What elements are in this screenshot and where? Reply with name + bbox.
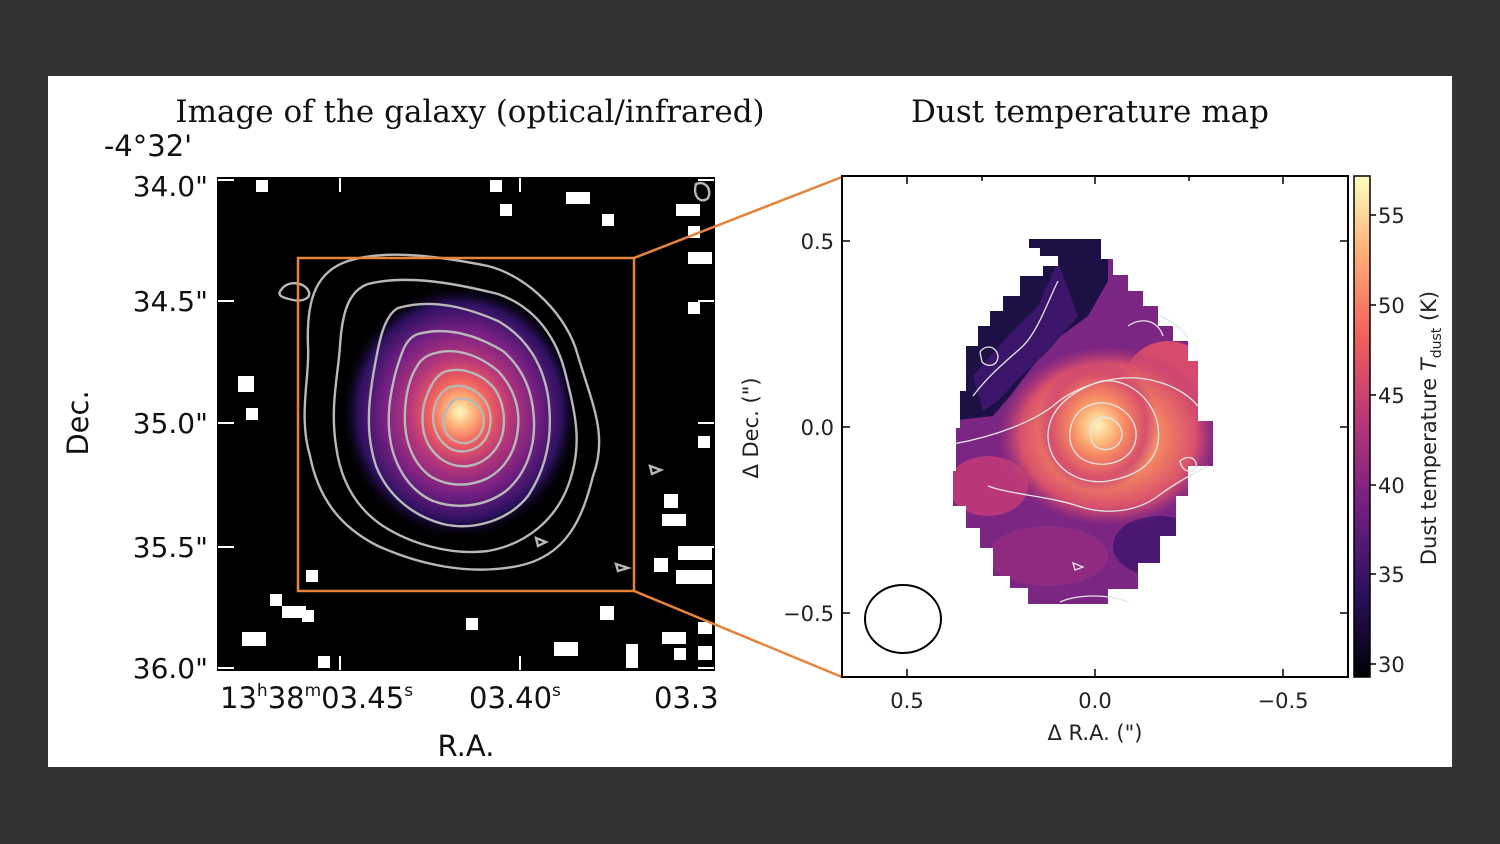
contour-3 (367, 302, 551, 528)
contour-4 (387, 330, 536, 507)
dust-contour (952, 377, 1199, 445)
left-x-tick-label-1: 13h38m03.45s (220, 681, 413, 715)
contour-6 (421, 368, 506, 468)
right-y-tick-label: 0.5 (801, 230, 834, 254)
noise-pixels (238, 180, 712, 668)
zoom-connector-bottom (633, 589, 843, 679)
dust-contour (1072, 561, 1085, 571)
right-x-tick-label: 0.5 (890, 689, 923, 713)
right-x-tick-label: 0.0 (1078, 689, 1111, 713)
contour-8 (442, 397, 485, 445)
beam-ellipse (864, 584, 942, 654)
right-x-axis-label: Δ R.A. (") (1048, 721, 1143, 745)
right-y-tick-label: 0.0 (801, 416, 834, 440)
dust-contour (972, 280, 1059, 397)
dust-contour (979, 346, 999, 367)
left-x-tick-label-2: 03.40s (469, 681, 561, 715)
colorbar-tick-label: 40 (1378, 474, 1405, 498)
colorbar-label: Dust temperature Tdust (K) (1417, 291, 1445, 565)
dust-contour (987, 465, 1209, 512)
zoom-connectors (633, 175, 843, 679)
right-y-tick-label: −0.5 (783, 602, 834, 626)
contour-blob-1 (278, 282, 311, 302)
figure: Image of the galaxy (optical/infrared) -… (61, 94, 1445, 763)
contour-blob-5 (614, 562, 632, 573)
right-x-tick-labels: 0.5 0.0 −0.5 (890, 689, 1308, 713)
left-y-axis-label: Dec. (61, 390, 95, 455)
slide: Image of the galaxy (optical/infrared) -… (48, 76, 1452, 767)
contour-7 (431, 384, 492, 453)
left-y-tick-label: 35.0" (133, 407, 208, 440)
left-y-tick-label: 35.5" (133, 531, 208, 564)
dust-contour (1089, 416, 1123, 451)
dust-contours (952, 280, 1209, 603)
right-y-tick-labels: 0.5 0.0 −0.5 (783, 230, 834, 626)
left-x-tick-label-3: 03.3 (654, 681, 719, 715)
colorbar-tick-label: 55 (1378, 204, 1405, 228)
dust-contour (1159, 315, 1189, 339)
left-y-tick-label: 34.0" (133, 170, 208, 203)
dust-map (841, 175, 1349, 678)
left-panel-title: Image of the galaxy (optical/infrared) (175, 94, 764, 130)
dust-contour (1069, 402, 1137, 465)
optical-image (217, 177, 715, 671)
contour-1 (303, 253, 601, 571)
colorbar-tick-label: 30 (1378, 653, 1405, 677)
contour-blob-4 (534, 536, 549, 548)
right-x-tick-label: −0.5 (1258, 689, 1309, 713)
contour-blob-3 (648, 464, 665, 476)
dust-contour (1179, 456, 1197, 472)
dust-contour (1059, 595, 1129, 603)
dust-contour (1127, 320, 1164, 337)
contour-5 (403, 349, 520, 486)
optical-contours (278, 181, 711, 573)
left-y-tick-label: 34.5" (133, 285, 208, 318)
left-x-axis-label: R.A. (438, 729, 495, 763)
zoom-connector-top (633, 175, 843, 260)
left-y-tick-labels: 34.0" 34.5" 35.0" 35.5" 36.0" (133, 170, 208, 685)
contour-blob-2 (693, 181, 711, 202)
dec-header: -4°32' (104, 129, 192, 163)
zoom-box (296, 256, 636, 593)
contour-2 (332, 278, 578, 554)
right-y-axis-label: Δ Dec. (") (739, 377, 763, 478)
colorbar-tick-label: 45 (1378, 384, 1405, 408)
colorbar: 30 35 40 45 50 55 Dust temperature Tdust… (1353, 175, 1445, 678)
left-ticks (218, 178, 714, 670)
colorbar-tick-label: 35 (1378, 563, 1405, 587)
colorbar-tick-label: 50 (1378, 294, 1405, 318)
left-y-tick-label: 36.0" (133, 652, 208, 685)
colorbar-tick-labels: 30 35 40 45 50 55 (1378, 204, 1405, 677)
dust-contour (1047, 380, 1160, 483)
colorbar-ticks (1370, 214, 1376, 665)
galaxy-glow (340, 284, 580, 540)
right-ticks (842, 176, 1348, 677)
right-panel-title: Dust temperature map (911, 94, 1269, 130)
colorbar-gradient (1353, 175, 1371, 678)
